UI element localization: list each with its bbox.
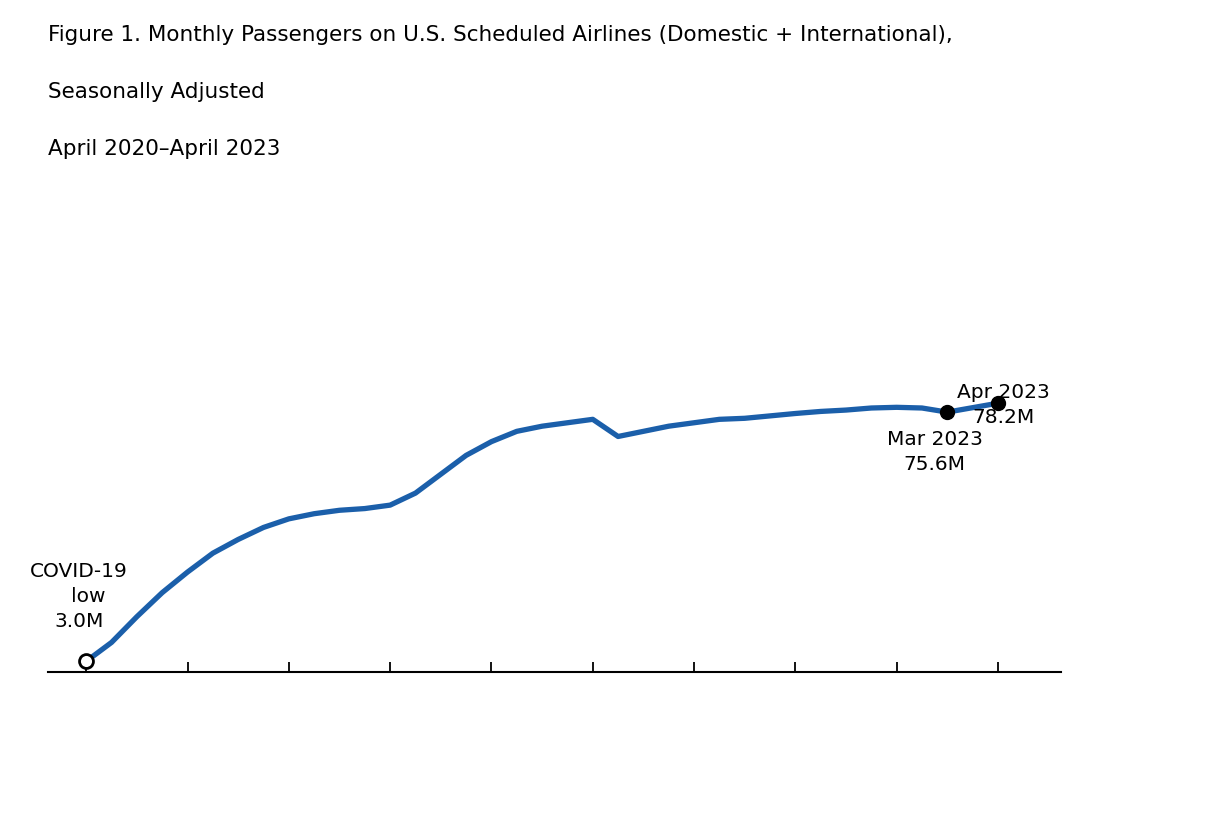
Text: Figure 1. Monthly Passengers on U.S. Scheduled Airlines (Domestic + Internationa: Figure 1. Monthly Passengers on U.S. Sch…: [48, 25, 953, 44]
Text: Apr 2023
78.2M: Apr 2023 78.2M: [956, 383, 1049, 428]
Text: Mar 2023
75.6M: Mar 2023 75.6M: [886, 430, 983, 473]
Text: April 2020–April 2023: April 2020–April 2023: [48, 139, 281, 159]
Text: COVID-19
   low
3.0M: COVID-19 low 3.0M: [30, 562, 128, 631]
Text: Seasonally Adjusted: Seasonally Adjusted: [48, 82, 265, 102]
